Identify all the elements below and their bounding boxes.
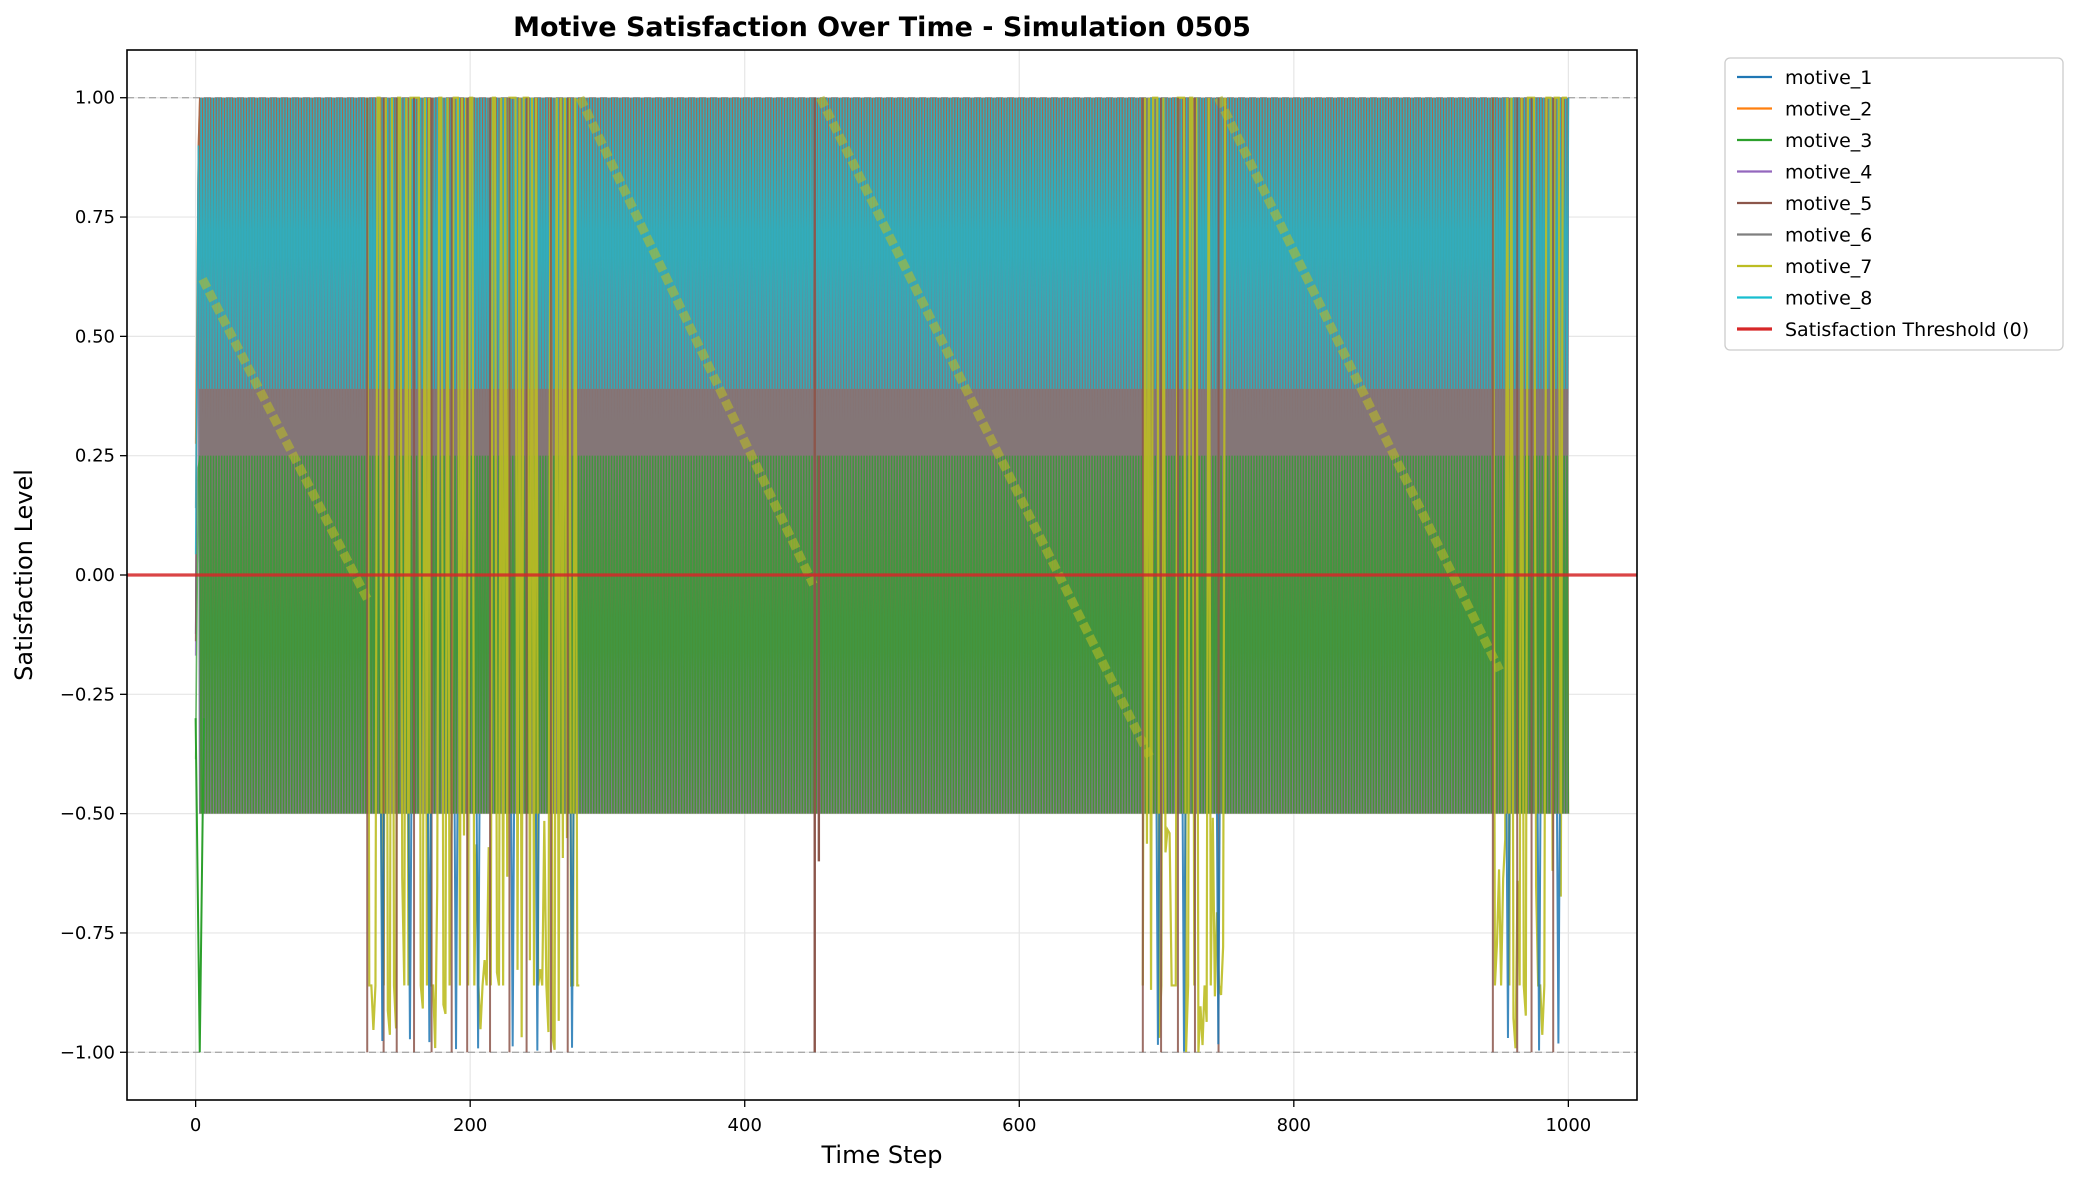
legend-label: motive_8 — [1785, 288, 1872, 310]
y-axis-label: Satisfaction Level — [10, 469, 38, 681]
y-tick-label: −1.00 — [60, 1042, 115, 1063]
y-axis-ticks: −1.00 −0.75 −0.50 −0.25 0.00 0.25 0.50 0.75 1.00 — [60, 88, 127, 1063]
y-tick-label: 0.25 — [75, 446, 115, 467]
legend-label: motive_7 — [1785, 256, 1872, 278]
x-tick-label: 0 — [190, 1115, 201, 1136]
series-line-motive_7-decay — [198, 95, 1504, 759]
y-tick-label: 1.00 — [75, 88, 115, 109]
x-tick-label: 800 — [1277, 1115, 1311, 1136]
series-line-motive_1-dips — [1155, 813, 1221, 1052]
legend: motive_1 motive_2 motive_3 motive_4 motive_5… — [1724, 57, 2064, 351]
x-tick-label: 400 — [728, 1115, 762, 1136]
plot-area — [194, 95, 1570, 1053]
legend-label: motive_6 — [1785, 225, 1872, 247]
y-tick-label: 0.50 — [75, 326, 115, 347]
series-line-motive_1-dips — [379, 813, 575, 1051]
series-line-motive_7-burst — [1491, 96, 1567, 1049]
legend-box — [1724, 57, 2064, 351]
legend-label: motive_4 — [1785, 162, 1872, 184]
series-line-motive_7-burst — [1141, 96, 1227, 1053]
y-tick-label: −0.50 — [60, 804, 115, 825]
series-line-motive_1-dips — [1505, 813, 1561, 1051]
legend-label: motive_1 — [1785, 67, 1872, 89]
x-tick-label: 200 — [453, 1115, 487, 1136]
y-tick-label: −0.75 — [60, 923, 115, 944]
legend-label: Satisfaction Threshold (0) — [1785, 319, 2029, 341]
x-tick-label: 600 — [1002, 1115, 1036, 1136]
x-axis-ticks: 0 200 400 600 800 1000 — [190, 1100, 1591, 1136]
x-axis-label: Time Step — [820, 1141, 942, 1169]
y-tick-label: −0.25 — [60, 684, 115, 705]
series-line-motive_7-burst — [366, 96, 580, 1050]
legend-label: motive_5 — [1785, 193, 1872, 215]
y-tick-label: 0.00 — [75, 565, 115, 586]
y-tick-label: 0.75 — [75, 207, 115, 228]
legend-label: motive_2 — [1785, 99, 1872, 121]
x-tick-label: 1000 — [1545, 1115, 1591, 1136]
chart-title: Motive Satisfaction Over Time - Simulati… — [513, 12, 1251, 43]
legend-label: motive_3 — [1785, 130, 1872, 152]
motive_3-initial-dip — [194, 718, 205, 1053]
